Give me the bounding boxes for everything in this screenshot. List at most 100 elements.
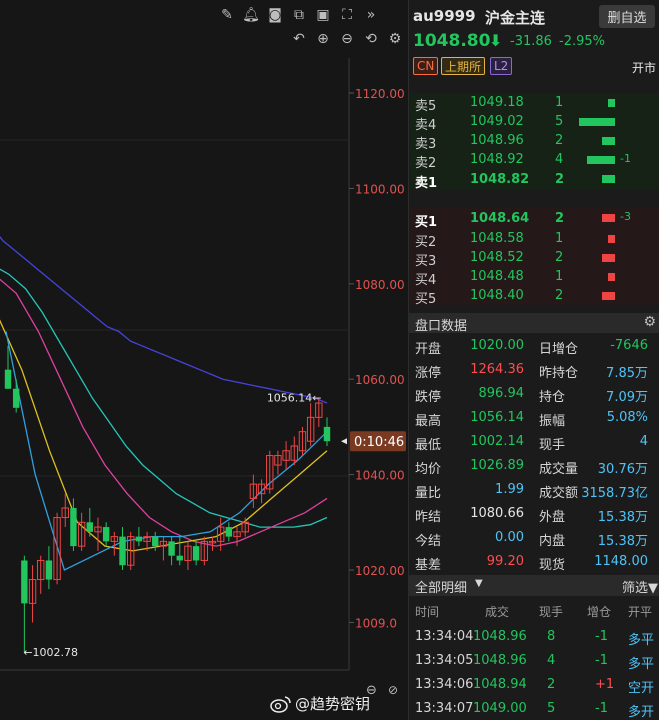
book-level-label: 卖2 bbox=[415, 156, 437, 171]
stat-label: 开盘 bbox=[415, 342, 442, 357]
candle-body bbox=[184, 545, 192, 561]
book-price: 1048.40 bbox=[470, 288, 524, 303]
book-price: 1048.64 bbox=[470, 211, 530, 226]
stat-label: 内盘 bbox=[539, 534, 566, 549]
caret-down-icon[interactable]: ▼ bbox=[475, 578, 483, 589]
stat-value: 4 bbox=[639, 434, 648, 449]
trade-price: 1048.96 bbox=[473, 653, 527, 668]
reset-icon[interactable]: ⟲ bbox=[365, 31, 377, 47]
book-row-ask[interactable]: 卖2 1048.92 4 -1 bbox=[409, 150, 659, 171]
price-pointer-icon bbox=[341, 438, 347, 445]
trade-time: 13:34:04 bbox=[415, 629, 474, 644]
candle-body bbox=[61, 507, 69, 519]
stat-value: 99.20 bbox=[486, 554, 524, 569]
weibo-logo-icon bbox=[270, 695, 291, 713]
candle-body bbox=[143, 536, 151, 542]
book-row-ask[interactable]: 卖3 1048.96 2 bbox=[409, 131, 659, 152]
candle-body bbox=[102, 527, 110, 542]
filter-label: 筛选 bbox=[621, 581, 648, 596]
candle-body bbox=[126, 536, 135, 566]
candle-body bbox=[159, 540, 168, 547]
book-price: 1048.92 bbox=[470, 152, 524, 167]
copy-icon[interactable]: ⧉ bbox=[294, 7, 304, 23]
candle-body bbox=[53, 517, 61, 581]
stat-row: 基差 99.20 现货 1148.00 bbox=[409, 551, 659, 575]
chart-pane[interactable]: 1120.00 1100.00 1080.00 1060.00 1040.00 1020.… bbox=[0, 0, 408, 720]
candle-body bbox=[37, 559, 45, 581]
book-row-bid[interactable]: 买4 1048.48 1 bbox=[409, 267, 659, 288]
book-row-bid[interactable]: 买5 1048.40 2 bbox=[409, 286, 659, 307]
book-row-ask[interactable]: 卖1 1048.82 2 bbox=[409, 169, 659, 191]
y-tick-label: 1080.00 bbox=[355, 278, 405, 292]
candle-body bbox=[70, 507, 77, 547]
trades-column-headers: 时间 成交 现手 增仓 开平 bbox=[409, 601, 659, 621]
indicator-icon[interactable]: ▣ bbox=[316, 7, 330, 23]
book-qty: 2 bbox=[555, 288, 564, 303]
zoom-out-icon[interactable]: ⊖ bbox=[341, 31, 353, 47]
candle-body bbox=[152, 536, 159, 547]
book-level-label: 卖4 bbox=[415, 118, 437, 133]
stat-row: 均价 1026.89 成交量 30.76万 bbox=[409, 455, 659, 479]
book-level-label: 买3 bbox=[415, 254, 437, 269]
book-row-ask[interactable]: 卖4 1049.02 5 bbox=[409, 112, 659, 133]
trade-row[interactable]: 13:34:05 1048.96 4 -1 多平 bbox=[409, 650, 659, 674]
stat-label: 基差 bbox=[415, 558, 442, 573]
trade-row[interactable]: 13:34:04 1048.96 8 -1 多平 bbox=[409, 626, 659, 650]
book-row-ask[interactable]: 卖5 1049.18 1 bbox=[409, 93, 659, 114]
candle-body bbox=[249, 483, 258, 499]
col-time: 时间 bbox=[415, 605, 440, 619]
stat-value: 15.38万 bbox=[597, 534, 648, 549]
filter-icon: ▼ bbox=[648, 581, 658, 596]
col-qty: 现手 bbox=[539, 605, 564, 619]
candle-body bbox=[216, 526, 225, 542]
alert-icon[interactable]: 🔔︎ bbox=[242, 7, 260, 23]
zoom-in-icon[interactable]: ⊕ bbox=[317, 31, 329, 47]
book-volume-bar bbox=[602, 214, 615, 222]
book-price: 1048.48 bbox=[470, 269, 524, 284]
y-tick-label: 1100.00 bbox=[355, 182, 405, 196]
trade-row[interactable]: 13:34:07 1049.00 5 -1 多开 bbox=[409, 698, 659, 720]
book-price: 1048.58 bbox=[470, 231, 524, 246]
trade-type: 多开 bbox=[628, 705, 655, 720]
remove-watchlist-button[interactable]: 删自选 bbox=[599, 5, 655, 28]
settings-icon[interactable]: ⚙ bbox=[388, 31, 402, 47]
candle-body bbox=[135, 536, 143, 542]
stat-value: 0.00 bbox=[495, 530, 524, 545]
stat-label: 最低 bbox=[415, 438, 442, 453]
book-level-label: 买1 bbox=[415, 215, 438, 230]
filter-button[interactable]: 筛选▼ bbox=[622, 577, 658, 596]
trade-oi-change: +1 bbox=[595, 677, 615, 692]
book-row-bid[interactable]: 买2 1048.58 1 bbox=[409, 229, 659, 250]
stat-value: 30.76万 bbox=[597, 462, 648, 477]
stat-label: 振幅 bbox=[539, 414, 566, 429]
watermark: @趋势密钥 bbox=[270, 693, 370, 714]
draw-icon[interactable]: ✎ bbox=[221, 7, 233, 23]
trade-time: 13:34:06 bbox=[415, 677, 474, 692]
current-price-tag bbox=[350, 431, 406, 452]
gear-icon[interactable]: ⚙ bbox=[643, 314, 656, 330]
candle-body bbox=[257, 483, 266, 495]
book-spread-gap bbox=[409, 190, 659, 208]
book-volume-bar bbox=[579, 118, 615, 126]
candle-body bbox=[28, 579, 37, 604]
price-chart[interactable]: 1120.00 1100.00 1080.00 1060.00 1040.00 1020.… bbox=[0, 0, 408, 720]
candle-body bbox=[45, 560, 53, 580]
collapse-icon[interactable]: » bbox=[366, 7, 376, 23]
undo-icon[interactable]: ↶ bbox=[293, 31, 305, 47]
trades-title[interactable]: 全部明细 bbox=[415, 581, 468, 596]
book-row-bid[interactable]: 买3 1048.52 2 bbox=[409, 248, 659, 269]
ma-line bbox=[0, 319, 328, 552]
book-row-bid[interactable]: 买1 1048.64 2 -3 bbox=[409, 208, 659, 230]
y-tick-label: 1020.00 bbox=[355, 564, 405, 578]
trade-type: 多平 bbox=[628, 633, 655, 648]
stat-row: 今结 0.00 内盘 15.38万 bbox=[409, 527, 659, 551]
col-price: 成交 bbox=[485, 605, 510, 619]
candle-body bbox=[266, 455, 274, 490]
stat-value: 5.08% bbox=[606, 410, 648, 425]
camera-icon[interactable]: ◙ bbox=[268, 7, 282, 23]
book-volume-bar bbox=[587, 156, 615, 164]
chart-toolbar-secondary: ↶ ⊕ ⊖ ⟲ ⚙ bbox=[287, 28, 407, 50]
trade-row[interactable]: 13:34:06 1048.94 2 +1 空开 bbox=[409, 674, 659, 698]
book-volume-bar bbox=[602, 175, 615, 183]
fullscreen-icon[interactable]: ⛶ bbox=[342, 7, 352, 23]
